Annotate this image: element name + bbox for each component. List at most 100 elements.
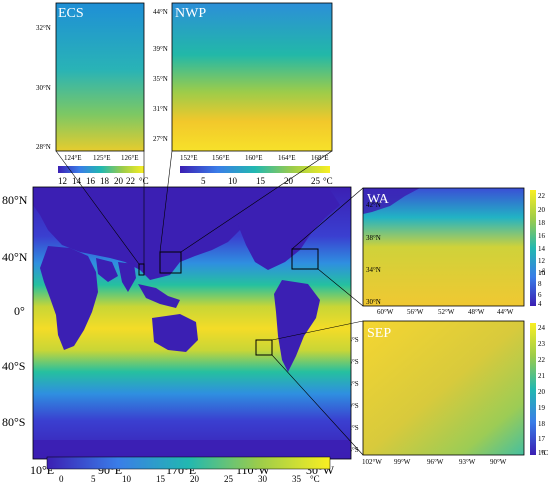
nwp-colorbar-tick: 15: [256, 176, 266, 186]
sep-colorbar-tick: 21: [538, 372, 546, 380]
land-masses: [33, 187, 351, 459]
world-map: 80°N 40°N 0° 40°S 80°S 10°E 90°E 170°E 1…: [2, 150, 364, 477]
nwp-frame: [171, 2, 333, 152]
world-colorbar-tick: 0: [59, 474, 64, 484]
sep-lat-tick: 24°S: [345, 336, 359, 344]
nwp-lat-tick: 39°N: [153, 45, 168, 53]
land-africa: [40, 246, 98, 350]
sep-lat-tick: 34°S: [345, 446, 359, 454]
ecs-lat-tick: 32°N: [36, 24, 51, 32]
sep-sst-field: [363, 321, 524, 455]
nwp-lat-tick: 35°N: [153, 75, 168, 83]
sep-region-box: [255, 339, 273, 356]
wa-lat-tick: 30°N: [366, 298, 381, 306]
wa-panel: WA 42°N 38°N 34°N 30°N 60°W 56°W 52°W 48…: [362, 187, 546, 316]
nwp-sst-field: [172, 3, 332, 151]
ecs-frame: [55, 2, 145, 152]
sep-lon-tick: 93°W: [459, 458, 476, 466]
wa-colorbar-tick: 16: [538, 232, 546, 240]
sep-colorbar-tick: 22: [538, 356, 546, 364]
ecs-sst-field: [56, 3, 144, 151]
nwp-lat-tick: 31°N: [153, 105, 168, 113]
ecs-colorbar: [58, 166, 144, 173]
sep-lat-tick: 28°S: [345, 380, 359, 388]
ecs-lon-tick: 124°E: [64, 154, 82, 162]
world-colorbar-tick: 20: [190, 474, 200, 484]
wa-colorbar-unit: °C: [538, 268, 546, 276]
ecs-lon-tick: 125°E: [93, 154, 111, 162]
ecs-colorbar-tick: 18: [100, 176, 110, 186]
world-lat-tick: 80°S: [2, 415, 25, 429]
land-australia: [152, 314, 198, 352]
sep-colorbar: [530, 323, 536, 455]
sep-lat-tick: 32°S: [345, 424, 359, 432]
wa-colorbar: [530, 190, 536, 306]
wa-region-box: [291, 248, 319, 270]
nwp-colorbar: [180, 166, 330, 173]
land-arabia: [96, 258, 118, 282]
wa-sst-field: [363, 188, 524, 306]
ecs-lon-tick: 126°E: [121, 154, 139, 162]
wa-lat-tick: 38°N: [366, 234, 381, 242]
wa-colorbar-tick: 22: [538, 192, 546, 200]
ecs-title: ECS: [58, 6, 84, 21]
sep-title: SEP: [367, 326, 391, 341]
ecs-colorbar-tick: 14: [72, 176, 82, 186]
nwp-panel: NWP 44°N 39°N 35°N 31°N 27°N 152°E 156°E…: [153, 2, 333, 186]
nwp-lon-tick: 160°E: [245, 154, 263, 162]
land-maritime: [138, 284, 180, 308]
land-south-america: [274, 280, 320, 372]
sep-colorbar-tick: 17: [538, 435, 546, 443]
nwp-lat-tick: 44°N: [153, 8, 168, 16]
world-lat-tick: 0°: [14, 304, 25, 318]
nwp-colorbar-tick: 10: [228, 176, 238, 186]
wa-colorbar-tick: 12: [538, 257, 546, 265]
nwp-colorbar-unit: °C: [323, 176, 333, 186]
wa-frame: [362, 187, 525, 307]
wa-colorbar-tick: 14: [538, 245, 546, 253]
sep-colorbar-tick: 23: [538, 340, 546, 348]
sep-lat-tick: 30°S: [345, 402, 359, 410]
nwp-lon-tick: 168°E: [311, 154, 329, 162]
world-colorbar-unit: °C: [310, 474, 320, 484]
sep-colorbar-tick: 18: [538, 420, 546, 428]
ecs-lat-tick: 30°N: [36, 84, 51, 92]
ecs-region-box: [138, 263, 145, 276]
nwp-title: NWP: [175, 6, 206, 21]
world-colorbar-tick: 5: [91, 474, 96, 484]
wa-colorbar-tick: 20: [538, 206, 546, 214]
world-colorbar-tick: 25: [224, 474, 234, 484]
nwp-lon-tick: 152°E: [180, 154, 198, 162]
sep-lon-tick: 102°W: [362, 458, 382, 466]
world-colorbar-tick: 15: [156, 474, 166, 484]
sep-lon-tick: 90°W: [490, 458, 507, 466]
nwp-colorbar-tick: 25: [311, 176, 321, 186]
sep-colorbar-tick: 20: [538, 388, 546, 396]
wa-lon-tick: 48°W: [468, 308, 485, 316]
wa-colorbar-tick: 18: [538, 219, 546, 227]
wa-lat-tick: 34°N: [366, 266, 381, 274]
sep-colorbar-tick: 24: [538, 324, 546, 332]
sep-colorbar-tick: 16: [538, 449, 546, 457]
land-eurasia: [33, 187, 250, 280]
ecs-lat-tick: 28°N: [36, 143, 51, 151]
ecs-colorbar-tick: 22: [126, 176, 135, 186]
wa-colorbar-tick: 10: [538, 269, 546, 277]
wa-lat-tick: 42°N: [366, 201, 381, 209]
wa-lon-tick: 52°W: [438, 308, 455, 316]
sep-lon-tick: 96°W: [427, 458, 444, 466]
wa-land-coast: [363, 188, 420, 214]
world-colorbar-tick: 30: [258, 474, 268, 484]
world-colorbar-tick: 35: [292, 474, 302, 484]
sep-lat-tick: 26°S: [345, 358, 359, 366]
nwp-colorbar-tick: 5: [201, 176, 206, 186]
wa-lon-tick: 44°W: [497, 308, 514, 316]
nwp-lon-tick: 164°E: [278, 154, 296, 162]
wa-title: WA: [367, 192, 390, 207]
wa-colorbar-tick: 8: [538, 280, 542, 288]
sep-frame: [362, 320, 525, 456]
ecs-colorbar-tick: 20: [114, 176, 124, 186]
world-colorbar-tick: 10: [122, 474, 132, 484]
land-india: [118, 262, 136, 292]
